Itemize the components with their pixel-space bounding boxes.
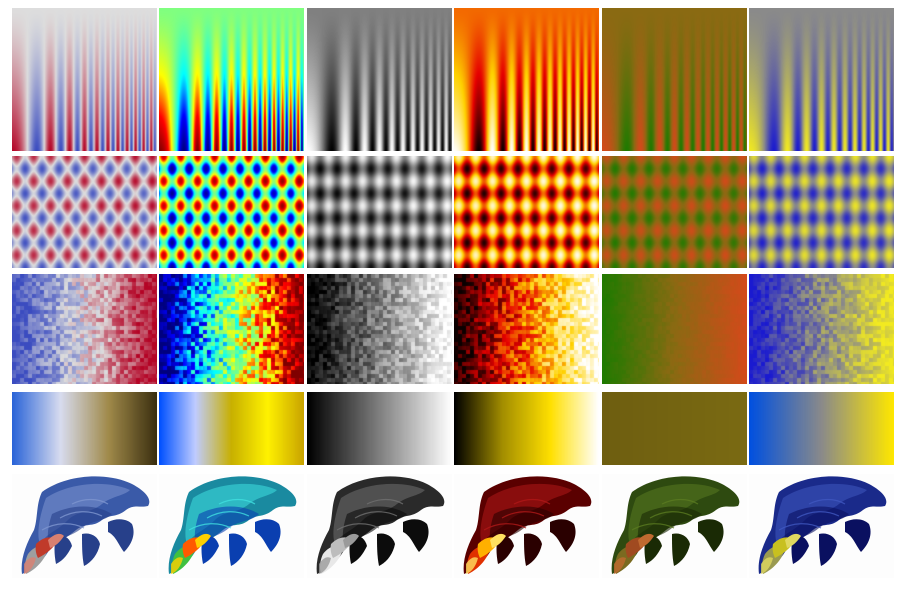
surface-facet-4 [108, 519, 134, 552]
stripes-panel-3 [307, 8, 452, 151]
surface-facet-11 [41, 498, 109, 531]
ramp-panel-2 [159, 274, 304, 384]
surface-facet-4 [403, 519, 429, 552]
colorbar-panel-5 [602, 392, 747, 465]
surface-facet-11 [778, 498, 846, 531]
ramp-panel-4 [454, 274, 599, 384]
colorbar-panel-3 [307, 392, 452, 465]
surface-facet-9 [785, 533, 801, 548]
surface-facet-5 [229, 533, 247, 566]
eggbox-panel-5 [602, 156, 747, 268]
eggbox-panel-1 [12, 156, 157, 268]
stripes-panel-4 [454, 8, 599, 151]
surface-facet-6 [54, 535, 72, 564]
surface-facet-10 [319, 557, 331, 574]
surface-facet-2 [333, 483, 425, 544]
surface-facet-2 [628, 483, 720, 544]
ramp-panel-1 [12, 274, 157, 384]
eggbox-panel-2 [159, 156, 304, 268]
surface-facet-4 [698, 519, 724, 552]
ramp-panel-3 [307, 274, 452, 384]
eggbox-panel-6 [749, 156, 894, 268]
surface-panel-6 [749, 474, 894, 578]
surface-facet-6 [496, 535, 514, 564]
surface-plot [611, 476, 740, 574]
surface-panel-3 [307, 474, 452, 578]
surface-facet-5 [377, 533, 395, 566]
surface-facet-4 [845, 519, 871, 552]
surface-facet-9 [490, 533, 506, 548]
ramp-panel-6 [749, 274, 894, 384]
surface-facet-10 [761, 557, 773, 574]
stripes-panel-1 [12, 8, 157, 151]
surface-plot [168, 476, 297, 574]
surface-facet-2 [775, 483, 867, 544]
surface-facet-5 [82, 533, 100, 566]
surface-facet-2 [480, 483, 572, 544]
surface-facet-2 [38, 483, 130, 544]
stripes-panel-2 [159, 8, 304, 151]
surface-facet-9 [48, 533, 64, 548]
surface-plot [21, 476, 150, 574]
surface-facet-9 [638, 533, 654, 548]
colorbar-panel-2 [159, 392, 304, 465]
surface-facet-9 [343, 533, 359, 548]
surface-facet-10 [171, 557, 183, 574]
eggbox-panel-4 [454, 156, 599, 268]
colorbar-panel-6 [749, 392, 894, 465]
surface-facet-6 [791, 535, 809, 564]
surface-panel-1 [12, 474, 157, 578]
surface-facet-11 [336, 498, 404, 531]
surface-facet-5 [672, 533, 690, 566]
surface-panel-4 [454, 474, 599, 578]
surface-facet-4 [550, 519, 576, 552]
surface-facet-5 [524, 533, 542, 566]
eggbox-panel-3 [307, 156, 452, 268]
colorbar-panel-1 [12, 392, 157, 465]
surface-facet-11 [188, 498, 256, 531]
surface-facet-6 [349, 535, 367, 564]
surface-facet-10 [614, 557, 626, 574]
surface-facet-9 [195, 533, 211, 548]
surface-plot [758, 476, 887, 574]
surface-facet-6 [644, 535, 662, 564]
surface-facet-6 [201, 535, 219, 564]
surface-facet-10 [466, 557, 478, 574]
surface-panel-2 [159, 474, 304, 578]
colorbar-panel-4 [454, 392, 599, 465]
surface-facet-4 [255, 519, 281, 552]
surface-facet-2 [185, 483, 277, 544]
stripes-panel-6 [749, 8, 894, 151]
stripes-panel-5 [602, 8, 747, 151]
surface-panel-5 [602, 474, 747, 578]
surface-facet-11 [483, 498, 551, 531]
surface-facet-11 [631, 498, 699, 531]
surface-facet-5 [819, 533, 837, 566]
surface-plot [316, 476, 445, 574]
ramp-panel-5 [602, 274, 747, 384]
surface-plot [463, 476, 592, 574]
surface-facet-10 [24, 557, 36, 574]
